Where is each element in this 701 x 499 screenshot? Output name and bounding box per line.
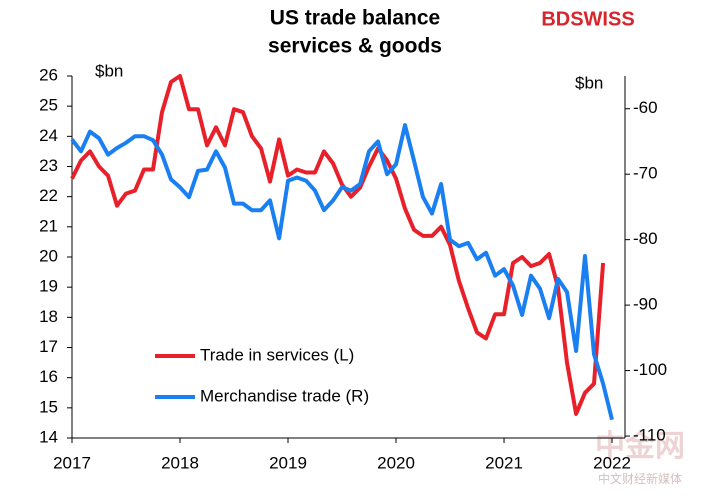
y-tick-label: 22 [39,186,58,205]
y2-tick-label: -110 [633,426,666,445]
y-tick-label: 18 [39,307,58,326]
series-line [70,123,614,421]
y-tick-label: 25 [39,96,58,115]
x-tick-label: 2017 [53,453,91,472]
x-tick-label: 2019 [269,453,307,472]
y2-tick-label: -90 [633,295,658,314]
y2-tick-label: -60 [633,98,658,117]
x-tick-label: 2020 [377,453,415,472]
y-tick-label: 14 [39,427,58,446]
y2-tick-label: -80 [633,229,658,248]
y-tick-label: 21 [39,216,58,235]
y-tick-label: 19 [39,277,58,296]
y-tick-label: 15 [39,397,58,416]
y2-tick-label: -70 [633,164,658,183]
legend-label: Trade in services (L) [200,345,354,364]
y-tick-label: 16 [39,367,58,386]
y-tick-label: 24 [39,126,58,145]
y-tick-label: 23 [39,156,58,175]
x-tick-label: 2018 [161,453,199,472]
x-tick-label: 2022 [593,453,631,472]
chart-title: services & goods [268,35,442,58]
y-axis-label: $bn [95,61,123,80]
y-tick-label: 20 [39,246,58,265]
y-tick-label: 17 [39,337,58,356]
x-tick-label: 2021 [485,453,523,472]
series-line [70,74,606,416]
legend-label: Merchandise trade (R) [200,386,369,405]
watermark: 中金网 [595,429,685,463]
y2-axis-label: $bn [575,73,603,92]
watermark: 中文财经新媒体 [598,471,682,486]
chart-title: US trade balance [270,7,440,30]
y2-tick-label: -100 [633,360,667,379]
logo: BDSWISS [541,8,634,30]
y-tick-label: 26 [39,65,58,84]
